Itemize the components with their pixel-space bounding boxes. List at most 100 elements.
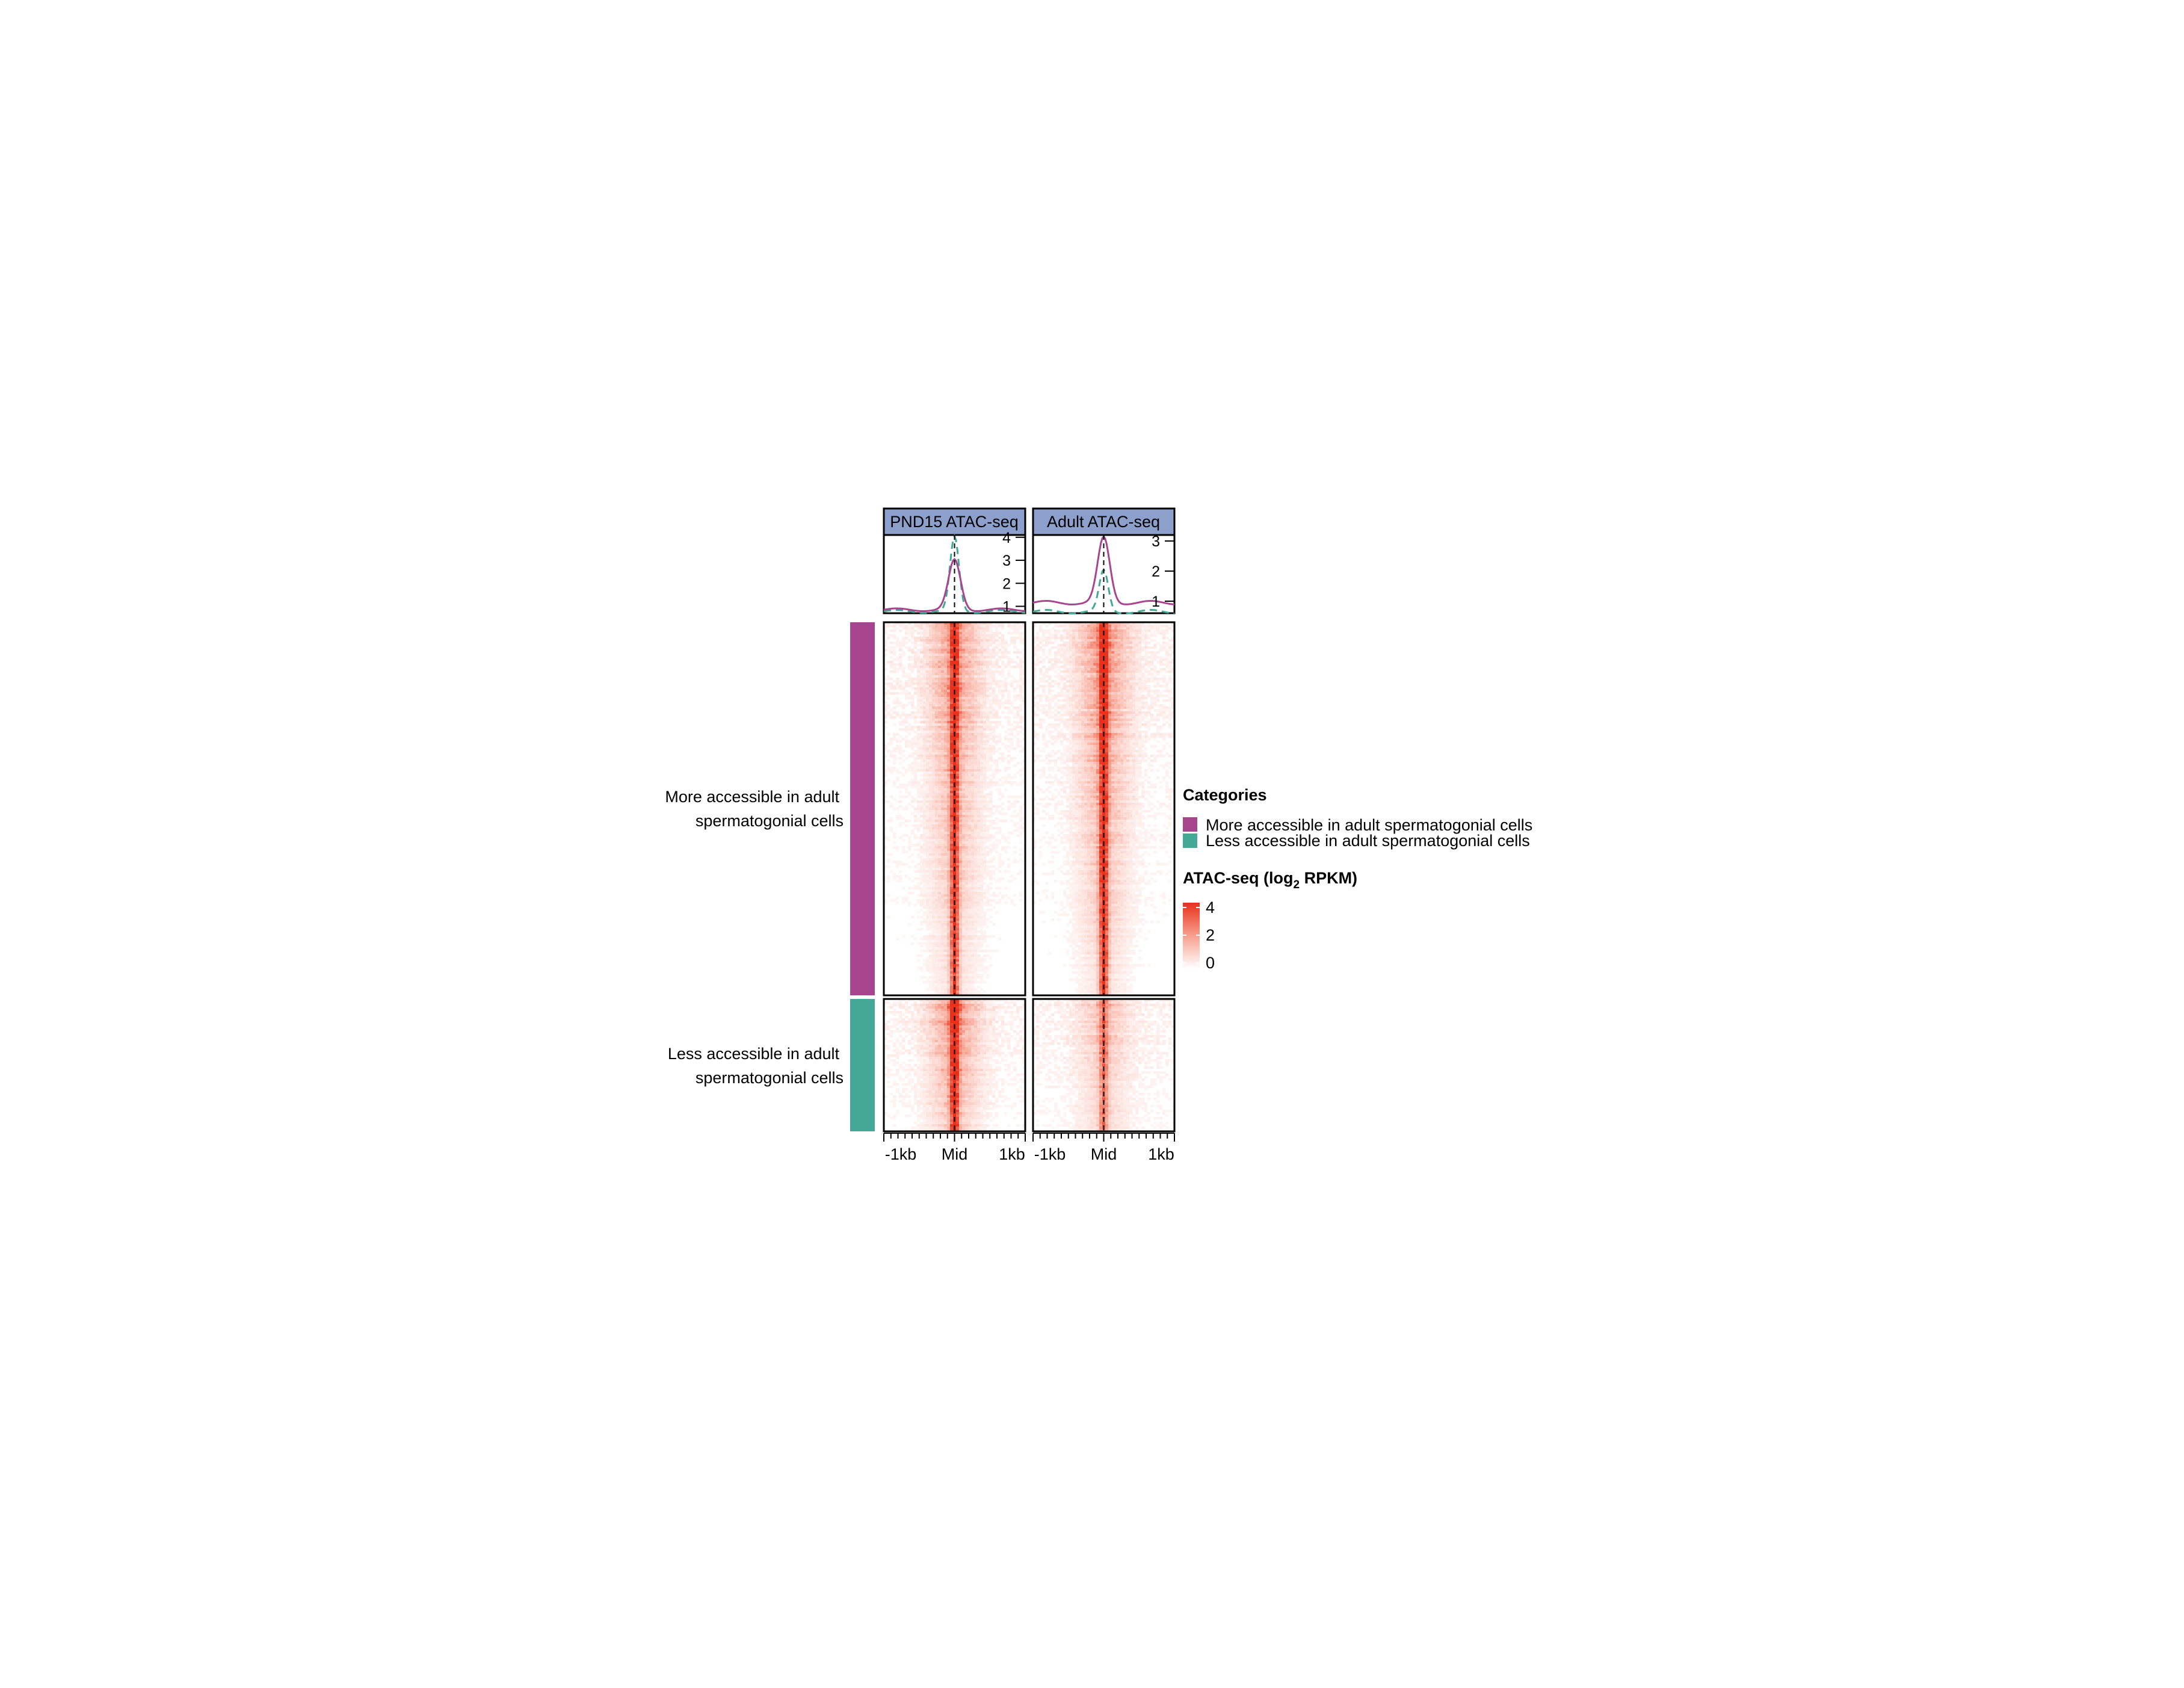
heatmap-cell bbox=[926, 743, 930, 746]
heatmap-cell bbox=[920, 634, 924, 637]
heatmap-cell bbox=[980, 873, 984, 876]
heatmap-cell bbox=[914, 771, 918, 774]
heatmap-cell bbox=[923, 625, 927, 628]
heatmap-cell bbox=[950, 868, 954, 871]
heatmap-cell bbox=[899, 721, 902, 724]
heatmap-cell bbox=[971, 897, 975, 900]
heatmap-cell bbox=[968, 834, 972, 837]
heatmap-cell bbox=[995, 711, 999, 714]
heatmap-cell bbox=[965, 805, 969, 808]
heatmap-cell bbox=[968, 769, 972, 772]
heatmap-cell bbox=[1013, 639, 1017, 642]
heatmap-cell bbox=[983, 1011, 987, 1014]
heatmap-cell bbox=[968, 911, 972, 914]
heatmap-cell bbox=[971, 642, 975, 645]
heatmap-cell bbox=[935, 721, 939, 724]
heatmap-cell bbox=[920, 870, 924, 873]
heatmap-cell bbox=[947, 755, 951, 758]
heatmap-cell bbox=[968, 820, 972, 823]
heatmap-cell bbox=[983, 774, 987, 777]
heatmap-cell bbox=[989, 632, 993, 635]
heatmap-cell bbox=[923, 839, 927, 842]
heatmap-cell bbox=[974, 651, 978, 654]
heatmap-cell bbox=[950, 899, 954, 902]
heatmap-cell bbox=[962, 914, 966, 917]
heatmap-cell bbox=[947, 863, 951, 866]
heatmap-cell bbox=[932, 743, 936, 746]
heatmap-cell bbox=[911, 880, 915, 883]
heatmap-cell bbox=[956, 711, 960, 714]
heatmap-cell bbox=[983, 863, 987, 866]
heatmap-cell bbox=[893, 654, 896, 657]
heatmap-cell bbox=[956, 882, 960, 885]
heatmap-cell bbox=[977, 627, 981, 630]
heatmap-cell bbox=[935, 954, 939, 957]
heatmap-cell bbox=[902, 786, 905, 789]
heatmap-cell bbox=[920, 709, 924, 712]
heatmap-cell bbox=[947, 815, 951, 818]
heatmap-cell bbox=[941, 781, 945, 784]
heatmap-cell bbox=[947, 822, 951, 825]
heatmap-cell bbox=[944, 986, 948, 989]
heatmap-cell bbox=[977, 974, 981, 977]
heatmap-cell bbox=[941, 976, 945, 979]
heatmap-cell bbox=[938, 706, 942, 710]
heatmap-cell bbox=[890, 870, 893, 873]
heatmap-cell bbox=[974, 901, 978, 904]
heatmap-cell bbox=[1019, 685, 1023, 688]
heatmap-cell bbox=[968, 983, 972, 986]
heatmap-cell bbox=[926, 791, 930, 794]
heatmap-cell bbox=[992, 726, 996, 729]
heatmap-cell bbox=[971, 829, 975, 832]
heatmap-cell bbox=[962, 861, 966, 864]
heatmap-cell bbox=[908, 728, 912, 731]
heatmap-cell bbox=[965, 981, 969, 984]
heatmap-cell bbox=[968, 796, 972, 799]
heatmap-cell bbox=[965, 873, 969, 876]
heatmap-cell bbox=[959, 877, 963, 880]
heatmap-cell bbox=[944, 815, 948, 818]
heatmap-cell bbox=[959, 957, 963, 960]
heatmap-cell bbox=[926, 1006, 930, 1009]
heatmap-cell bbox=[956, 861, 960, 864]
heatmap-cell bbox=[950, 646, 954, 649]
heatmap-cell bbox=[968, 877, 972, 880]
heatmap-cell bbox=[965, 663, 969, 666]
heatmap-cell bbox=[947, 851, 951, 854]
heatmap-cell bbox=[977, 781, 981, 784]
heatmap-cell bbox=[968, 849, 972, 852]
heatmap-cell bbox=[926, 906, 930, 909]
heatmap-cell bbox=[926, 942, 930, 945]
heatmap-cell bbox=[941, 629, 945, 632]
heatmap-cell bbox=[986, 935, 990, 938]
heatmap-cell bbox=[941, 654, 945, 657]
heatmap-cell bbox=[932, 916, 936, 919]
heatmap-cell bbox=[971, 858, 975, 861]
heatmap-cell bbox=[899, 1004, 902, 1007]
heatmap-cell bbox=[959, 904, 963, 907]
heatmap-cell bbox=[953, 670, 957, 673]
heatmap-cell bbox=[968, 822, 972, 825]
heatmap-cell bbox=[971, 622, 975, 625]
heatmap-cell bbox=[917, 916, 921, 919]
heatmap-cell bbox=[887, 661, 890, 664]
heatmap-cell bbox=[914, 646, 918, 649]
heatmap-cell bbox=[926, 834, 930, 837]
heatmap-cell bbox=[929, 861, 933, 864]
heatmap-cell bbox=[941, 656, 945, 659]
heatmap-cell bbox=[914, 810, 918, 813]
heatmap-cell bbox=[944, 978, 948, 982]
heatmap-cell bbox=[935, 962, 939, 965]
heatmap-cell bbox=[920, 810, 924, 813]
heatmap-cell bbox=[962, 767, 966, 770]
heatmap-cell bbox=[974, 889, 978, 892]
heatmap-cell bbox=[1019, 834, 1023, 837]
heatmap-cell bbox=[989, 882, 993, 885]
heatmap-cell bbox=[917, 762, 921, 765]
heatmap-cell bbox=[968, 880, 972, 883]
heatmap-cell bbox=[965, 642, 969, 645]
profile-line-more bbox=[883, 558, 1026, 613]
heatmap-cell bbox=[905, 682, 908, 685]
heatmap-cell bbox=[989, 796, 993, 799]
heatmap-cell bbox=[941, 625, 945, 628]
